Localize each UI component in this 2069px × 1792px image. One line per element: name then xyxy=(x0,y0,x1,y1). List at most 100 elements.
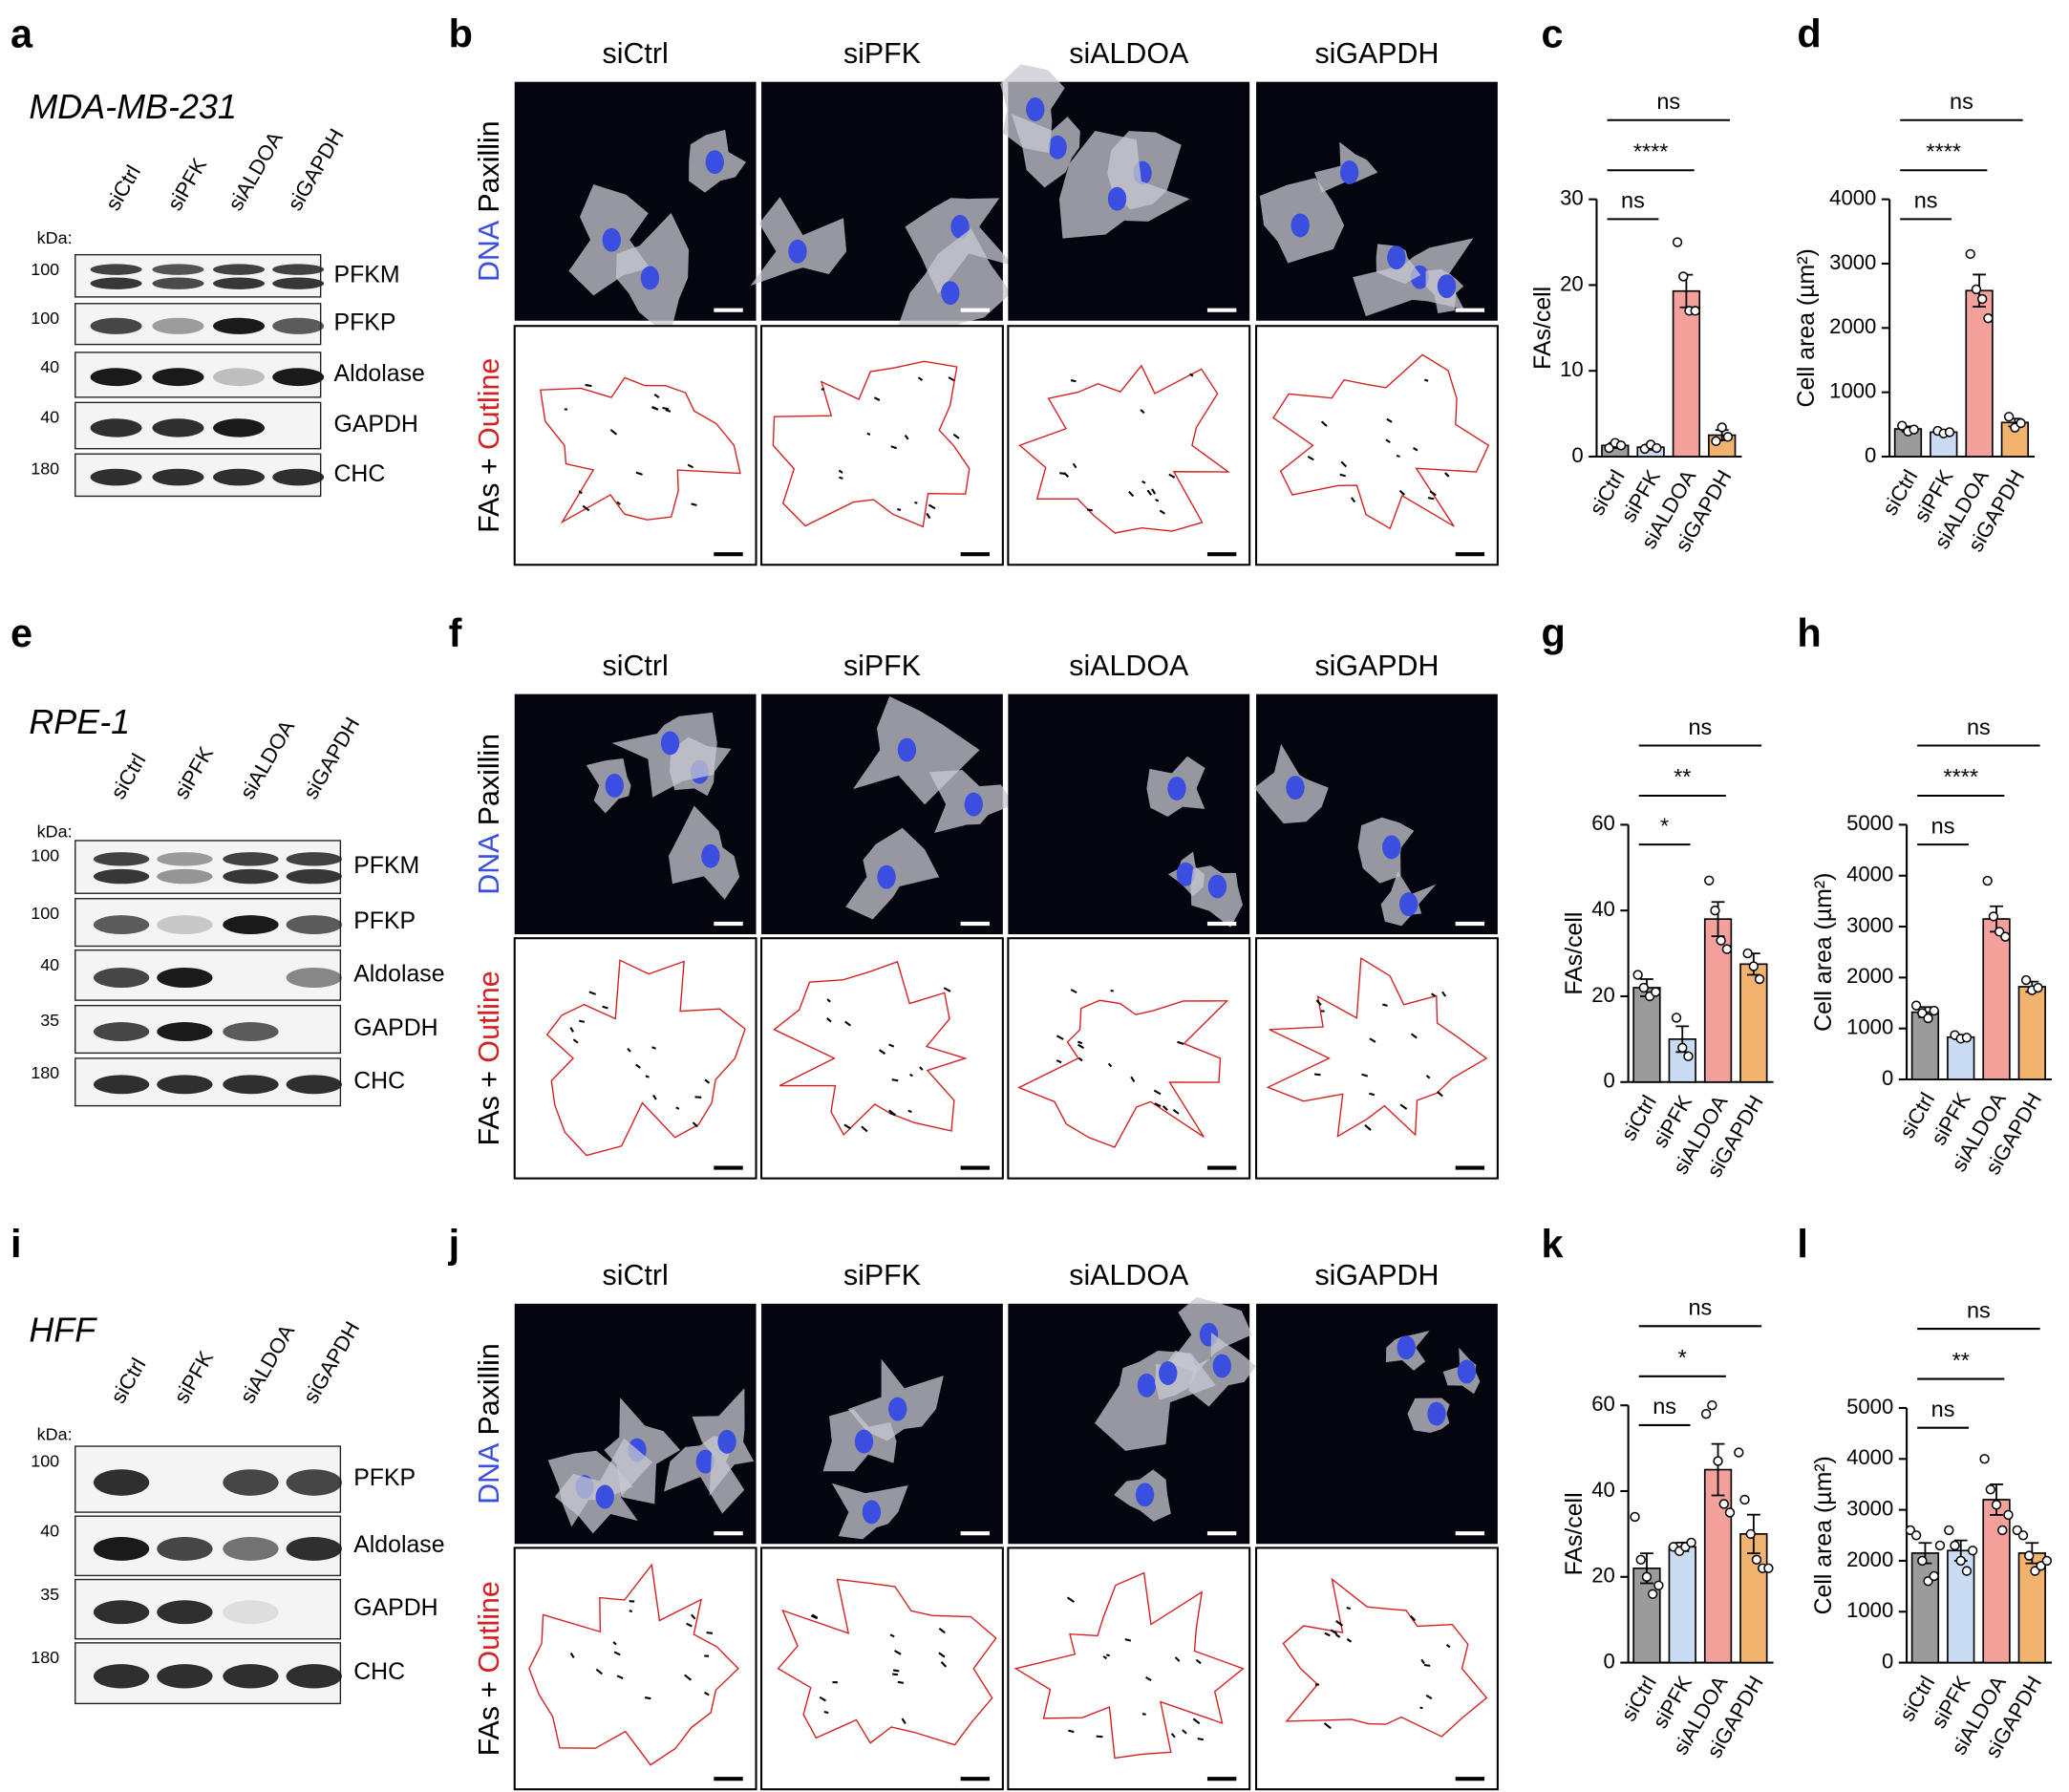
focal-adhesion xyxy=(692,1121,698,1128)
focal-adhesion xyxy=(1385,438,1391,444)
nucleus xyxy=(1048,135,1067,160)
data-point xyxy=(2024,1550,2035,1561)
panel-letter: e xyxy=(11,610,32,655)
band xyxy=(213,277,266,289)
focal-adhesion xyxy=(665,408,672,413)
data-point xyxy=(1985,1484,1995,1495)
focal-adhesion xyxy=(1420,1658,1425,1665)
focal-adhesion xyxy=(839,476,843,480)
focal-adhesion xyxy=(1177,1040,1184,1045)
focal-adhesion xyxy=(1399,1103,1408,1110)
y-tick-label: 1000 xyxy=(1846,1015,1893,1039)
focal-adhesion xyxy=(1140,409,1145,415)
focal-adhesion xyxy=(595,1668,603,1675)
band xyxy=(90,264,142,275)
nucleus xyxy=(941,281,960,306)
bar xyxy=(1703,1468,1733,1664)
nucleus xyxy=(1382,835,1401,860)
nucleus xyxy=(605,773,624,798)
data-point xyxy=(1929,1570,1939,1582)
focal-adhesion xyxy=(1155,498,1160,502)
data-point xyxy=(1934,1540,1946,1551)
cell-outline xyxy=(773,960,968,1137)
data-point xyxy=(1910,1000,1922,1011)
focal-adhesion xyxy=(838,469,843,474)
mw-marker: 180 xyxy=(31,1063,59,1082)
column-header: siCtrl xyxy=(603,650,669,682)
cell-outline xyxy=(1266,957,1488,1138)
focal-adhesion xyxy=(1151,488,1157,495)
data-point xyxy=(2003,1509,2014,1521)
focal-adhesion xyxy=(1412,447,1418,452)
cell-line: HFF xyxy=(29,1311,97,1350)
row-label-part: Outline xyxy=(473,358,505,450)
mw-marker: 100 xyxy=(31,1451,59,1470)
y-tick-label: 3000 xyxy=(1829,250,1876,274)
band xyxy=(272,317,325,334)
focal-adhesion xyxy=(861,1125,868,1133)
lane-label: siCtrl xyxy=(106,750,151,803)
focal-adhesion xyxy=(609,429,618,436)
focal-adhesion xyxy=(572,1038,579,1044)
focal-adhesion xyxy=(1444,472,1450,478)
significance-label: * xyxy=(1678,1345,1687,1370)
row-label-part: FAs + xyxy=(473,1063,505,1146)
outline-panel xyxy=(760,1547,1004,1791)
row-label-part: Paxillin xyxy=(473,120,505,212)
lane-label: siPFK xyxy=(169,1347,218,1408)
row-label: FAs + Outline xyxy=(473,971,505,1145)
focal-adhesion xyxy=(948,376,955,382)
significance-label: ns xyxy=(1967,1297,1991,1322)
row-label-part: DNA xyxy=(473,220,505,282)
data-point xyxy=(1910,1530,1922,1541)
focal-adhesion xyxy=(652,1094,657,1100)
column-header: siGAPDH xyxy=(1314,37,1439,70)
focal-adhesion xyxy=(866,432,871,436)
panel-letter: j xyxy=(448,1221,460,1266)
band xyxy=(223,915,279,935)
focal-adhesion xyxy=(644,1696,651,1700)
focal-adhesion xyxy=(843,1123,851,1130)
focal-adhesion xyxy=(1056,1035,1064,1040)
cell-outline xyxy=(1016,999,1229,1148)
row-label-part: DNA xyxy=(473,1442,505,1504)
focal-adhesion xyxy=(1146,489,1152,496)
cell-outline xyxy=(777,1578,997,1746)
focal-adhesion xyxy=(687,463,694,469)
band xyxy=(213,468,266,486)
error-bar xyxy=(1990,1483,2003,1516)
band xyxy=(90,368,142,387)
kda-label: kDa: xyxy=(37,228,73,247)
lane-label: siALDOA xyxy=(235,715,299,802)
focal-adhesion xyxy=(691,502,697,506)
focal-adhesion xyxy=(1427,497,1435,501)
data-point xyxy=(1641,1571,1653,1582)
focal-adhesion xyxy=(1130,1076,1136,1082)
data-point xyxy=(1955,1555,1966,1567)
significance-label: ** xyxy=(1674,764,1691,789)
protein-label: PFKP xyxy=(353,1464,416,1491)
focal-adhesion xyxy=(1313,1073,1321,1077)
row-label: DNA Paxillin xyxy=(473,1343,505,1504)
focal-adhesion xyxy=(1189,373,1194,377)
data-point xyxy=(1716,935,1726,946)
nucleus xyxy=(1137,1373,1157,1397)
column-header: siPFK xyxy=(843,650,921,682)
focal-adhesion xyxy=(926,512,931,520)
focal-adhesion xyxy=(1334,1633,1341,1638)
band xyxy=(90,277,142,289)
focal-adhesion xyxy=(588,991,596,995)
data-point xyxy=(1704,875,1715,885)
data-point xyxy=(1647,1589,1658,1599)
data-point xyxy=(2000,931,2011,942)
outline-panel xyxy=(1255,325,1499,566)
band xyxy=(90,317,142,334)
focal-adhesion xyxy=(1350,497,1356,503)
nucleus xyxy=(1397,1335,1416,1360)
focal-adhesion xyxy=(1396,454,1400,459)
focal-adhesion xyxy=(635,1063,641,1069)
y-tick-label: 1000 xyxy=(1846,1598,1893,1622)
focal-adhesion xyxy=(653,394,660,399)
focal-adhesion xyxy=(823,1711,829,1715)
data-point xyxy=(1734,1447,1744,1458)
